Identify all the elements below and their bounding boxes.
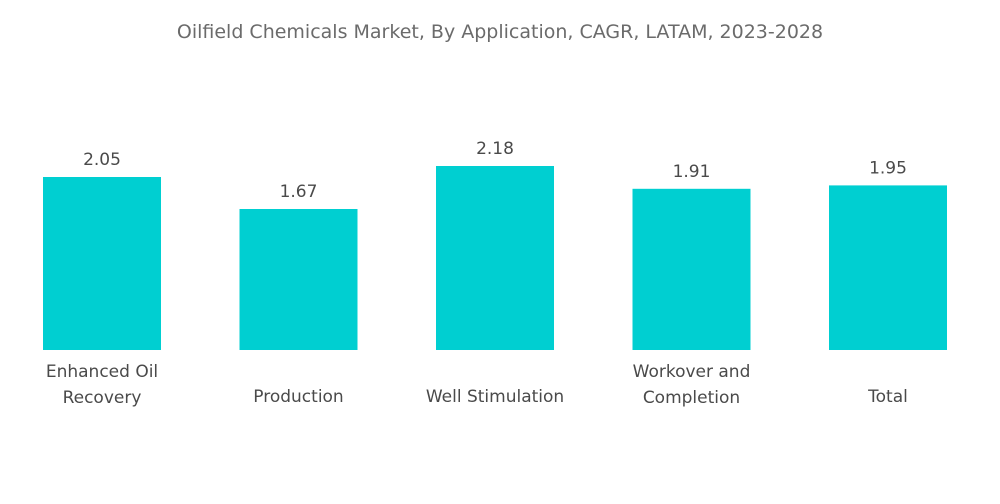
chart-title: Oilfield Chemicals Market, By Applicatio…	[177, 21, 823, 43]
category-label-1: Production	[253, 387, 343, 407]
category-label-2: Well Stimulation	[426, 387, 564, 407]
category-labels-group: Enhanced Oil Recovery Production Well Stimu…	[46, 362, 908, 408]
value-labels-group: 2.05 1.67 2.18 1.91 1.95	[83, 139, 907, 202]
bar-2	[436, 166, 554, 350]
category-label-0: Enhanced Oil Recovery	[46, 362, 158, 408]
bar-0	[43, 177, 161, 350]
category-label-4: Total	[867, 387, 908, 407]
value-label-1: 1.67	[280, 182, 318, 202]
bars-group	[43, 166, 947, 350]
value-label-3: 1.91	[673, 162, 711, 182]
value-label-0: 2.05	[83, 150, 121, 170]
value-label-2: 2.18	[476, 139, 514, 159]
bar-4	[829, 185, 947, 350]
bar-1	[239, 209, 358, 350]
category-label-3: Workover and Completion	[633, 362, 751, 408]
bar-3	[632, 188, 751, 350]
value-label-4: 1.95	[869, 158, 907, 178]
